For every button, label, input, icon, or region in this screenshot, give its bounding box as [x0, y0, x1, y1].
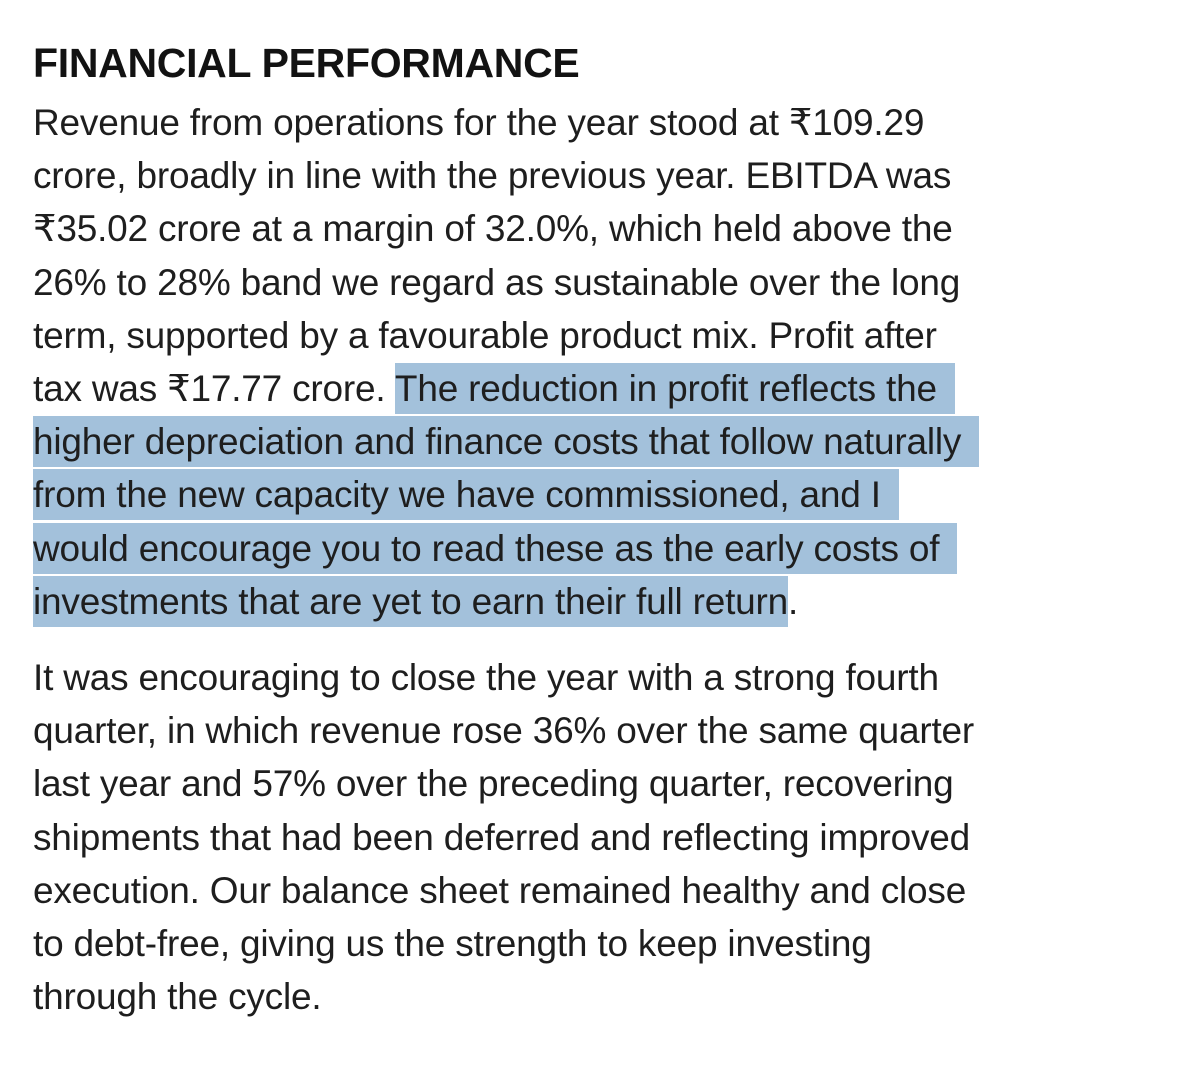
- paragraph-line[interactable]: execution. Our balance sheet remained he…: [33, 869, 967, 911]
- paragraph-line[interactable]: higher depreciation and finance costs th…: [33, 415, 1143, 468]
- unselected-text[interactable]: tax was ₹17.77 crore.: [33, 368, 395, 410]
- paragraph-line[interactable]: through the cycle.: [33, 976, 322, 1018]
- selected-text[interactable]: The reduction in profit reflects the: [394, 363, 955, 415]
- paragraph-line[interactable]: term, supported by a favourable product …: [33, 314, 937, 356]
- paragraph-line[interactable]: from the new capacity we have commission…: [33, 468, 1143, 521]
- paragraph-line[interactable]: tax was ₹17.77 crore. The reduction in p…: [33, 362, 1143, 415]
- unselected-text[interactable]: .: [788, 580, 799, 622]
- document-body: FINANCIAL PERFORMANCE Revenue from opera…: [33, 38, 1143, 1023]
- paragraph-line[interactable]: would encourage you to read these as the…: [33, 522, 1143, 575]
- paragraph-line[interactable]: to debt-free, giving us the strength to …: [33, 923, 872, 965]
- paragraph-line[interactable]: ₹35.02 crore at a margin of 32.0%, which…: [33, 208, 953, 250]
- paragraph-financial-results[interactable]: Revenue from operations for the year sto…: [33, 96, 1143, 628]
- paragraph-fourth-quarter[interactable]: It was encouraging to close the year wit…: [33, 651, 1143, 1023]
- paragraph-line[interactable]: last year and 57% over the preceding qua…: [33, 763, 954, 805]
- paragraph-line[interactable]: shipments that had been deferred and ref…: [33, 816, 970, 858]
- paragraph-line[interactable]: 26% to 28% band we regard as sustainable…: [33, 261, 961, 303]
- paragraph-line[interactable]: It was encouraging to close the year wit…: [33, 657, 939, 699]
- paragraph-line[interactable]: crore, broadly in line with the previous…: [33, 155, 952, 197]
- paragraph-line[interactable]: investments that are yet to earn their f…: [33, 575, 1143, 628]
- paragraph-line[interactable]: Revenue from operations for the year sto…: [33, 102, 925, 143]
- paragraph-line[interactable]: quarter, in which revenue rose 36% over …: [33, 710, 975, 752]
- selected-text[interactable]: from the new capacity we have commission…: [33, 469, 899, 521]
- selected-text[interactable]: would encourage you to read these as the…: [33, 522, 958, 574]
- selected-text[interactable]: higher depreciation and finance costs th…: [33, 416, 980, 468]
- selected-text[interactable]: investments that are yet to earn their f…: [33, 575, 788, 627]
- section-heading: FINANCIAL PERFORMANCE: [33, 40, 580, 86]
